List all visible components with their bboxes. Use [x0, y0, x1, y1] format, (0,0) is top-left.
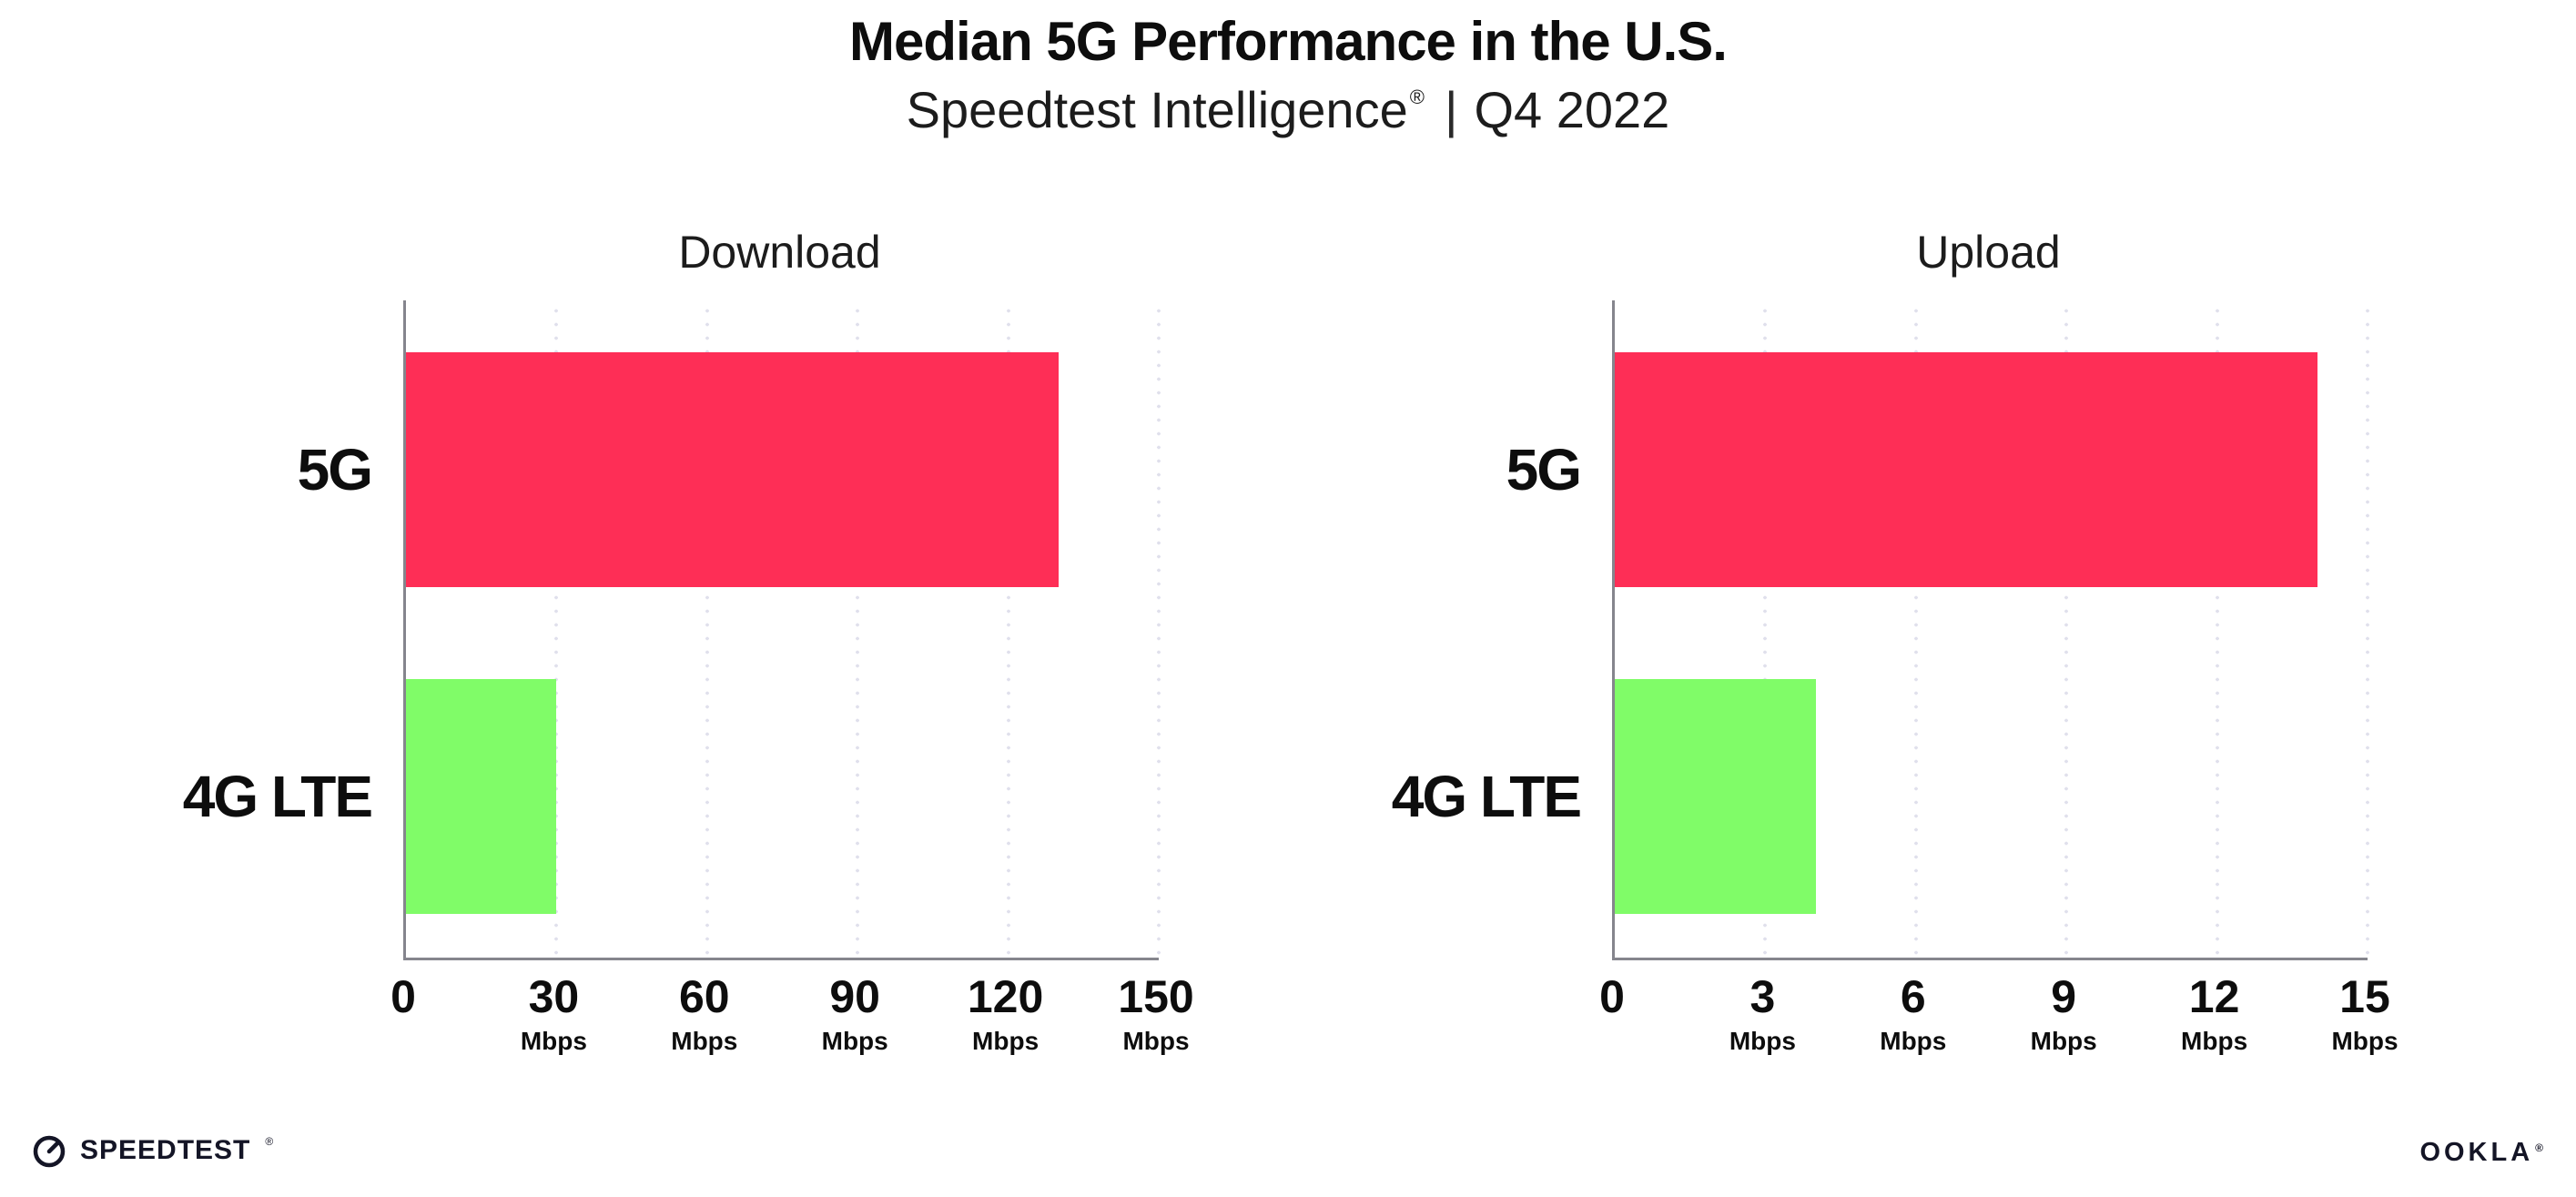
x-tick-label: 6 Mbps	[1880, 974, 1946, 1054]
category-label-4g-lte: 4G LTE	[182, 764, 373, 829]
x-tick-value: 0	[1599, 971, 1625, 1022]
gridline	[856, 300, 860, 958]
page-subtitle: Speedtest Intelligence® | Q4 2022	[0, 81, 2576, 138]
subtitle-separator: |	[1444, 81, 1458, 138]
x-tick-value: 12	[2188, 971, 2240, 1022]
gridline	[1006, 300, 1010, 958]
x-tick-unit: Mbps	[671, 1027, 738, 1055]
category-label-4g-lte: 4G LTE	[1391, 764, 1582, 829]
download-chart: Download 5G 4G LTE 0 30 Mbps 60 Mbps 90 Mbps 120…	[183, 0, 1194, 1197]
gridline	[2064, 300, 2069, 958]
x-tick-label: 3 Mbps	[1729, 974, 1796, 1054]
x-tick-value: 15	[2339, 971, 2390, 1022]
x-tick-value: 30	[528, 971, 580, 1022]
x-tick-label: 150 Mbps	[1118, 974, 1193, 1054]
registered-mark: ®	[1409, 86, 1425, 108]
x-tick-unit: Mbps	[972, 1027, 1040, 1055]
x-tick-label: 0	[390, 974, 416, 1019]
x-tick-unit: Mbps	[2030, 1027, 2097, 1055]
category-label-5g: 5G	[1506, 437, 1582, 502]
x-tick-label: 120 Mbps	[968, 974, 1043, 1054]
bar-5g	[1615, 352, 2317, 587]
x-tick-label: 90 Mbps	[822, 974, 888, 1054]
speedtest-registered-mark: ®	[265, 1135, 274, 1148]
x-tick-label: 0	[1599, 974, 1625, 1019]
x-tick-unit: Mbps	[520, 1027, 587, 1055]
x-tick-unit: Mbps	[821, 1027, 888, 1055]
ookla-wordmark: OOKLA	[2419, 1138, 2534, 1167]
bar-4g-lte	[406, 679, 557, 914]
page-title: Median 5G Performance in the U.S.	[849, 11, 1728, 72]
x-tick-unit: Mbps	[1880, 1027, 1947, 1055]
subtitle-period: Q4 2022	[1474, 81, 1670, 138]
x-tick-value: 0	[390, 971, 416, 1022]
x-tick-unit: Mbps	[2331, 1027, 2399, 1055]
download-x-axis-ticks: 0 30 Mbps 60 Mbps 90 Mbps 120 Mbps 150 Mbps	[390, 974, 1194, 1111]
ookla-registered-mark: ®	[2535, 1141, 2547, 1154]
x-tick-label: 15 Mbps	[2331, 974, 2398, 1054]
bar-5g	[406, 352, 1059, 587]
speedtest-gauge-icon	[31, 1132, 67, 1169]
x-tick-value: 60	[678, 971, 730, 1022]
x-tick-value: 90	[829, 971, 880, 1022]
x-tick-label: 60 Mbps	[671, 974, 737, 1054]
gridline	[2366, 300, 2369, 958]
speedtest-wordmark: SPEEDTEST	[80, 1135, 251, 1165]
gridline	[705, 300, 709, 958]
upload-plot-area: 5G 4G LTE	[1392, 300, 2369, 960]
bar-4g-lte	[1615, 679, 1816, 914]
gridline	[1763, 300, 1768, 958]
x-tick-unit: Mbps	[2181, 1027, 2248, 1055]
gridline	[554, 300, 559, 958]
download-plot-area: 5G 4G LTE	[183, 300, 1161, 960]
upload-chart-title: Upload	[1916, 227, 2061, 278]
subtitle-brand: Speedtest Intelligence	[906, 81, 1408, 138]
x-tick-value: 120	[967, 971, 1044, 1022]
x-tick-value: 150	[1118, 971, 1194, 1022]
speedtest-logo: SPEEDTEST ®	[31, 1132, 273, 1169]
download-chart-title: Download	[678, 227, 881, 278]
x-tick-value: 9	[2051, 971, 2077, 1022]
gridline	[1913, 300, 1918, 958]
x-tick-label: 9 Mbps	[2031, 974, 2097, 1054]
upload-x-axis-ticks: 0 3 Mbps 6 Mbps 9 Mbps 12 Mbps 15 Mbps	[1599, 974, 2398, 1111]
x-tick-unit: Mbps	[1729, 1027, 1796, 1055]
ookla-logo: OOKLA ®	[2419, 1138, 2547, 1168]
upload-chart: Upload 5G 4G LTE 0 3 Mbps 6 Mbps 9 Mbps 12 Mbps 15…	[1392, 0, 2399, 1197]
gridline	[2215, 300, 2219, 958]
x-tick-unit: Mbps	[1122, 1027, 1190, 1055]
gridline	[1157, 300, 1161, 958]
x-tick-label: 12 Mbps	[2181, 974, 2247, 1054]
x-tick-value: 3	[1749, 971, 1776, 1022]
x-tick-value: 6	[1900, 971, 1926, 1022]
x-tick-label: 30 Mbps	[521, 974, 587, 1054]
category-label-5g: 5G	[297, 437, 373, 502]
